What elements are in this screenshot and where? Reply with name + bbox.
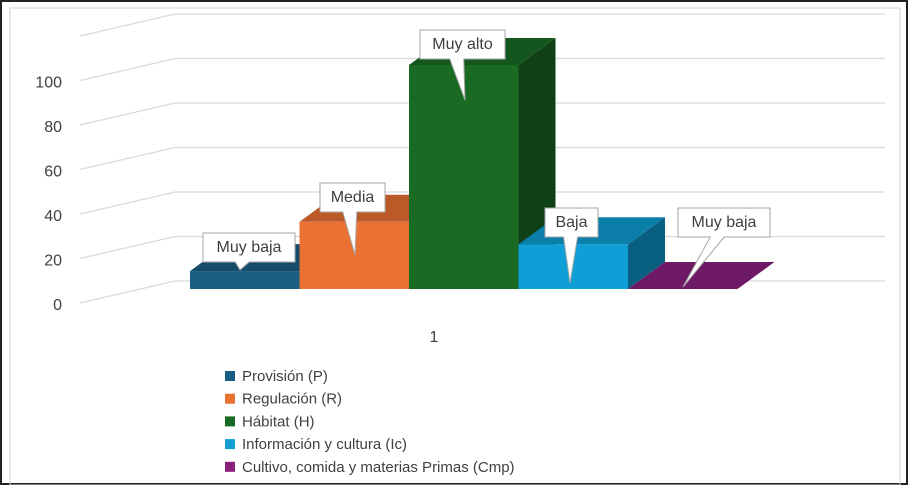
legend-label: Regulación (R) xyxy=(242,391,342,408)
y-tick-label: 20 xyxy=(44,253,62,270)
data-label-callout xyxy=(677,207,771,288)
data-label: Muy alto xyxy=(432,36,493,53)
grid-line xyxy=(79,191,885,215)
grid-line xyxy=(79,57,885,82)
y-tick-label: 60 xyxy=(44,164,62,181)
legend-label: Hábitat (H) xyxy=(242,413,315,430)
data-label: Muy baja xyxy=(217,239,282,256)
bar-side xyxy=(628,217,665,289)
data-label-callout xyxy=(544,207,599,284)
bar-top xyxy=(628,262,775,289)
bar xyxy=(409,65,519,289)
data-label-callout xyxy=(319,182,386,256)
y-tick-label: 0 xyxy=(53,297,62,314)
y-tick-label: 80 xyxy=(44,119,62,136)
grid-line xyxy=(79,13,885,37)
data-label-callout xyxy=(202,232,296,271)
legend-swatch xyxy=(225,371,235,381)
legend-label: Provisión (P) xyxy=(242,368,328,385)
legend-swatch xyxy=(225,416,235,427)
data-label-callout xyxy=(419,29,506,101)
legend-swatch xyxy=(225,461,235,472)
legend-swatch xyxy=(225,393,235,404)
grid-line xyxy=(79,102,885,126)
x-tick-label: 1 xyxy=(430,329,439,346)
legend-swatch xyxy=(225,439,235,450)
grid-line xyxy=(79,146,885,171)
bar xyxy=(190,271,300,289)
y-tick-label: 40 xyxy=(44,208,62,225)
legend-label: Información y cultura (Ic) xyxy=(242,436,407,453)
legend-label: Cultivo, comida y materias Primas (Cmp) xyxy=(242,459,515,476)
data-label: Media xyxy=(331,189,375,206)
chart-area xyxy=(9,7,901,485)
data-label: Baja xyxy=(555,214,587,231)
y-tick-label: 100 xyxy=(35,75,62,92)
data-label: Muy baja xyxy=(692,214,757,231)
